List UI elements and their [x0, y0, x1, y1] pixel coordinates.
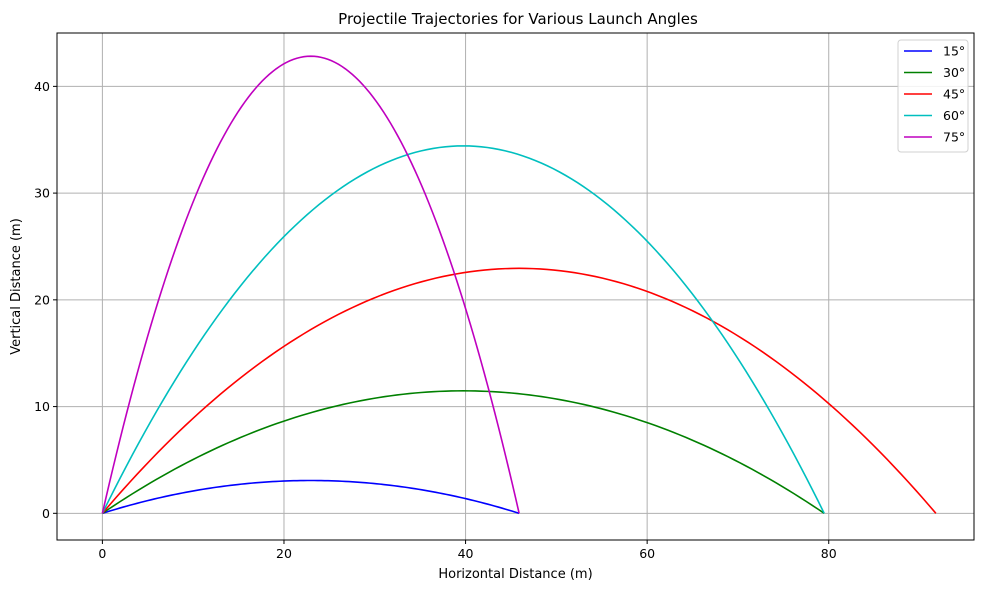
x-tick-label: 40	[458, 546, 474, 561]
chart-title: Projectile Trajectories for Various Laun…	[338, 10, 698, 28]
y-tick-label: 40	[34, 79, 50, 94]
y-tick-label: 20	[34, 292, 50, 307]
legend-label: 15°	[943, 44, 965, 59]
series-line-60	[101, 145, 825, 514]
x-tick-label: 80	[821, 546, 837, 561]
legend-label: 45°	[943, 87, 965, 102]
y-tick-label: 10	[34, 399, 50, 414]
x-tick-label: 20	[276, 546, 292, 561]
plot-area-frame	[56, 32, 975, 541]
legend-label: 30°	[943, 65, 965, 80]
legend-label: 75°	[943, 130, 965, 145]
legend-label: 60°	[943, 108, 965, 123]
grid-lines	[57, 33, 974, 540]
x-tick-label: 60	[639, 546, 655, 561]
y-tick-label: 0	[42, 506, 50, 521]
series-line-15	[102, 479, 520, 515]
series-line-75	[101, 55, 520, 514]
y-axis-label: Vertical Distance (m)	[9, 218, 24, 355]
y-tick-label: 30	[34, 186, 50, 201]
series-lines	[101, 55, 937, 515]
x-axis-label: Horizontal Distance (m)	[438, 567, 592, 582]
series-line-30	[101, 390, 825, 514]
series-line-45	[101, 267, 937, 514]
legend: 15° 30° 45° 60° 75°	[897, 39, 969, 153]
axis-ticks: 0 20 40 60 80 0 10 20 30 40	[34, 79, 837, 561]
x-tick-label: 0	[98, 546, 106, 561]
legend-box	[897, 39, 969, 153]
